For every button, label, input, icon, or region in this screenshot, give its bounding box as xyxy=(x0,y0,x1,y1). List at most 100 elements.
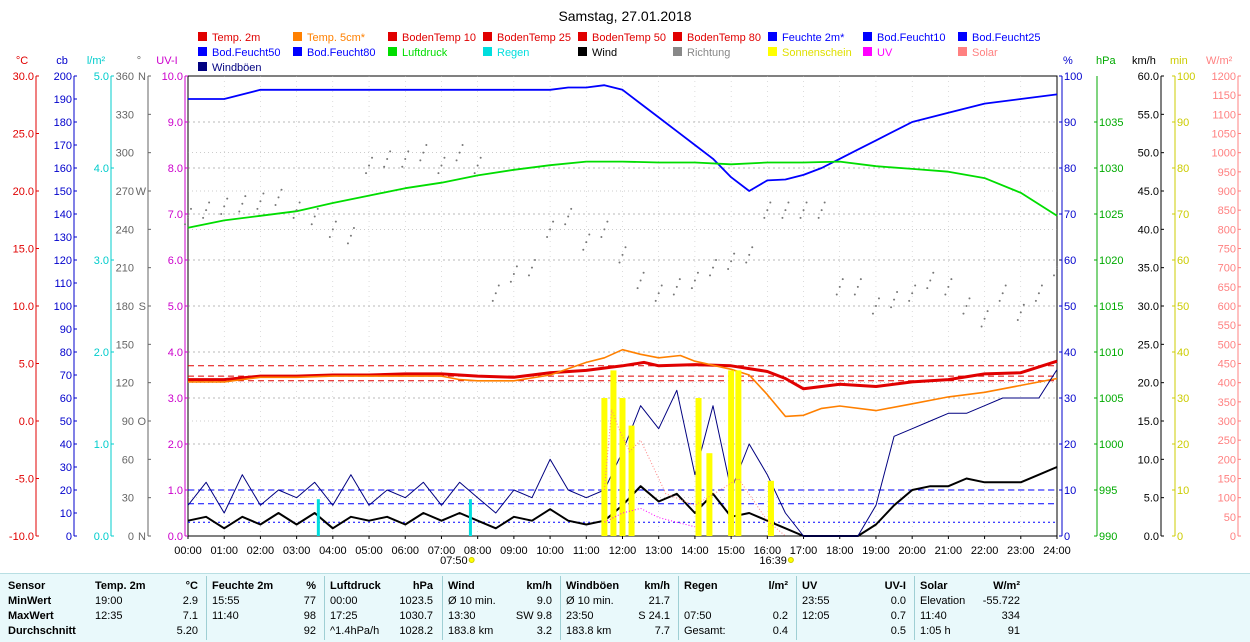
direction-point xyxy=(896,290,899,293)
kmh-axis-tick-label: 20.0 xyxy=(1138,378,1159,390)
stats-column-separator xyxy=(442,576,443,640)
time-tick-label: 00:00 xyxy=(174,545,202,557)
direction-point xyxy=(672,293,675,296)
direction-point xyxy=(585,241,588,244)
direction-point xyxy=(184,223,186,226)
solar-axis-tick-label: 350 xyxy=(1218,397,1236,409)
temp-axis-unit: °C xyxy=(16,55,28,67)
solar-axis-tick-label: 300 xyxy=(1218,416,1236,428)
cb-axis-tick-label: 150 xyxy=(54,186,72,198)
legend-label: Temp. 5cm* xyxy=(307,32,366,44)
direction-point xyxy=(733,252,736,255)
direction-point xyxy=(877,297,880,300)
direction-point xyxy=(443,156,446,159)
stats-column-separator xyxy=(206,576,207,640)
direction-point xyxy=(437,172,440,175)
direction-point xyxy=(280,188,283,191)
stats-header: Solar xyxy=(920,580,948,592)
direction-point xyxy=(407,150,410,153)
direction-point xyxy=(1022,303,1025,306)
direction-point xyxy=(787,201,790,204)
temp-5cm-series xyxy=(188,348,1058,418)
time-tick-label: 07:00 xyxy=(428,545,456,557)
hum-axis-tick-label: 10 xyxy=(1064,485,1076,497)
cb-axis-tick-label: 100 xyxy=(54,301,72,313)
temp-axis-tick-label: 10.0 xyxy=(13,301,34,313)
kmh-axis-tick-label: 0.0 xyxy=(1144,531,1159,543)
cb-axis-tick-label: 40 xyxy=(60,439,72,451)
direction-point xyxy=(603,228,606,231)
direction-point xyxy=(515,265,518,268)
legend-swatch xyxy=(863,32,872,41)
direction-point xyxy=(205,209,208,212)
min-axis-unit: min xyxy=(1170,55,1188,67)
stats-cell: 15:55 xyxy=(212,595,240,607)
direction-point xyxy=(709,274,712,277)
stats-cell: 92 xyxy=(303,625,316,637)
time-tick-label: 09:00 xyxy=(500,545,528,557)
kmh-axis-tick-label: 25.0 xyxy=(1138,339,1159,351)
rain-axis-tick-label: 5.0 xyxy=(94,71,109,83)
direction-point xyxy=(1004,284,1007,287)
direction-point xyxy=(893,298,896,301)
direction-point xyxy=(911,292,914,295)
stats-header: % xyxy=(306,580,316,592)
solar-axis-tick-label: 400 xyxy=(1218,378,1236,390)
sunrise-marker xyxy=(468,557,475,563)
stats-cell: 17:25 xyxy=(330,610,358,622)
time-tick-label: 04:00 xyxy=(319,545,347,557)
solar-axis-tick-label: 1150 xyxy=(1212,90,1236,102)
stats-cell: 183.8 km xyxy=(448,625,494,637)
min-axis-tick-label: 60 xyxy=(1177,255,1189,267)
solar-axis-tick-label: 1050 xyxy=(1212,129,1236,141)
dir-axis-tick-label: 210 xyxy=(116,263,134,275)
direction-point xyxy=(226,197,229,200)
direction-point xyxy=(552,220,555,223)
direction-point xyxy=(781,216,784,219)
hpa-axis-unit: hPa xyxy=(1096,55,1116,67)
min-axis-tick-label: 100 xyxy=(1177,71,1195,83)
chart-title: Samstag, 27.01.2018 xyxy=(558,8,691,24)
stats-cell: 0.4 xyxy=(772,625,788,637)
kmh-axis-tick-label: 30.0 xyxy=(1138,301,1159,313)
rain-axis-tick-label: 4.0 xyxy=(94,163,109,175)
temp-axis-tick-label: 0.0 xyxy=(19,416,34,428)
solar-axis-tick-label: 250 xyxy=(1218,435,1236,447)
stats-cell: 13:30 xyxy=(448,610,476,622)
legend-label: Solar xyxy=(972,47,998,59)
direction-point xyxy=(950,278,953,281)
uv-axis-tick-label: 3.0 xyxy=(168,393,183,405)
sunshine-bar xyxy=(735,370,742,536)
direction-point xyxy=(328,236,331,238)
direction-point xyxy=(823,201,826,204)
direction-point xyxy=(784,209,787,212)
direction-point xyxy=(292,216,295,219)
stats-cell: 1028.2 xyxy=(399,625,433,637)
kmh-axis-tick-label: 5.0 xyxy=(1144,493,1159,505)
luftdruck-series xyxy=(187,160,1058,229)
direction-point xyxy=(820,209,823,212)
rain-bar xyxy=(316,499,320,536)
direction-point xyxy=(404,158,407,161)
uv-axis-tick-label: 9.0 xyxy=(168,117,183,129)
dir-cardinal-label: S xyxy=(139,301,146,313)
direction-point xyxy=(639,279,642,282)
stats-cell: -55.722 xyxy=(982,595,1020,607)
sunset-time: 16:39 xyxy=(759,555,787,567)
kmh-axis-tick-label: 45.0 xyxy=(1138,186,1159,198)
stats-column-separator xyxy=(914,576,915,640)
direction-point xyxy=(259,200,262,203)
direction-point xyxy=(835,293,838,296)
cb-axis-tick-label: 90 xyxy=(60,324,72,336)
legend-label: Regen xyxy=(497,47,529,59)
sunshine-bar xyxy=(728,370,735,536)
rain-bar xyxy=(468,499,472,536)
direction-point xyxy=(1056,266,1058,269)
direction-point xyxy=(908,299,911,302)
hum-axis-tick-label: 90 xyxy=(1064,117,1076,129)
dir-cardinal-label: O xyxy=(137,416,146,428)
time-tick-label: 16:00 xyxy=(754,545,782,557)
legend-swatch xyxy=(293,32,302,41)
direction-point xyxy=(715,259,718,261)
stats-cell: S 24.1 xyxy=(638,610,670,622)
